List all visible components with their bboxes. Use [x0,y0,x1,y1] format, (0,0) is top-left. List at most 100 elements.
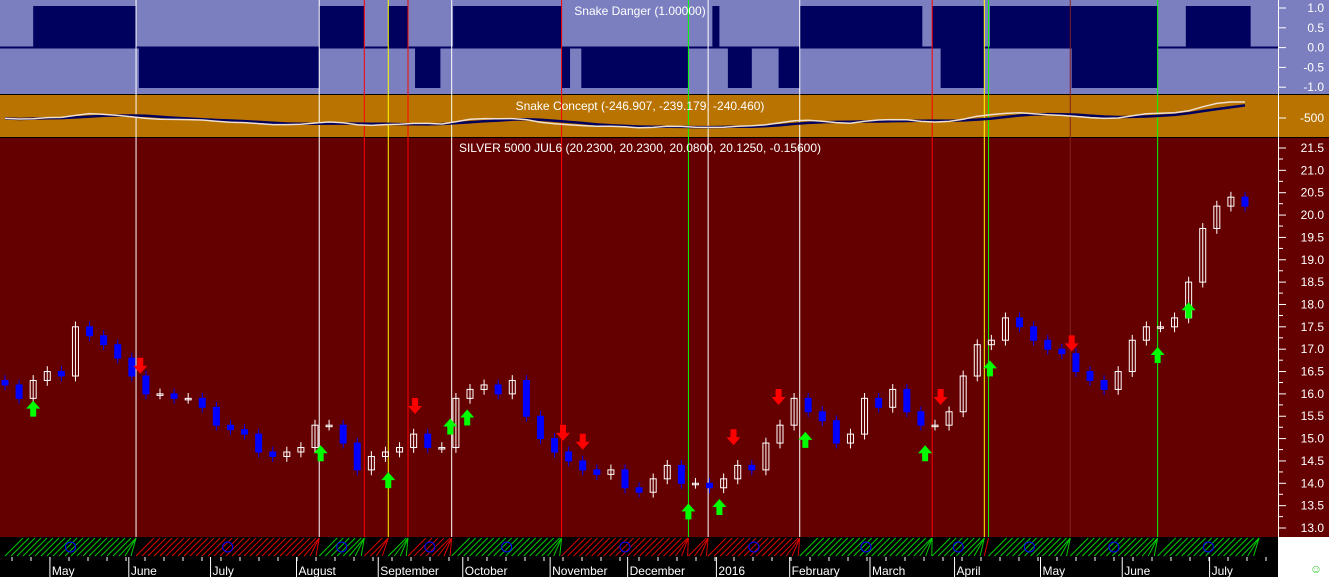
candle [480,384,488,390]
danger-axis-label: -0.5 [1303,60,1324,74]
danger-axis-label: 1.0 [1307,1,1324,15]
strip-marker-icon [424,541,436,553]
candle [1128,339,1136,373]
candle [635,487,643,493]
strip-hatch [303,537,320,557]
concept-axis-label: -500 [1300,111,1324,125]
strip-hatch [348,537,365,557]
candle [776,424,784,444]
strip-hatch [1129,537,1149,557]
strip-hatch [354,537,365,557]
strip-hatch [1081,537,1101,557]
strip-hatch [381,537,389,557]
strip-hatch [34,537,54,557]
strip-hatch [1163,537,1182,557]
strip-hatch [4,537,24,557]
strip-hatch [688,537,707,557]
candle [677,464,685,484]
candle [339,424,347,444]
strip-hatch [147,537,167,557]
candle [494,384,502,395]
strip-hatch [309,537,320,557]
candle [720,478,728,489]
strip-hatch [58,537,78,557]
danger-segment [415,48,441,88]
candle [522,379,530,417]
strip-hatch [937,537,957,557]
strip-hatch [627,537,646,557]
candle [1100,379,1108,390]
strip-hatch [183,537,203,557]
strip-hatch [1199,537,1218,557]
strip-hatch [419,537,439,557]
strip-hatch [1135,537,1155,557]
strip-hatch [841,537,861,557]
candle [57,371,65,377]
danger-axis-label: 0.0 [1307,41,1324,55]
candle [100,335,108,346]
buy-arrow-icon [1181,302,1196,319]
strip-hatch [112,537,132,557]
candle [945,411,953,426]
month-label: April [957,564,981,577]
strip-hatch [541,537,561,557]
strip-hatch [799,537,819,557]
candle [1016,317,1024,328]
price-axis-label: 20.0 [1301,208,1325,222]
candle [973,344,981,377]
strip-hatch [694,537,709,557]
strip-hatch [639,537,658,557]
strip-hatch [405,537,409,557]
strip-hatch [797,537,801,557]
strip-hatch [1012,537,1031,557]
strip-hatch [463,537,483,557]
candle [846,433,854,444]
strip-hatch [437,537,453,557]
candle [889,388,897,408]
strip-hatch [925,537,933,557]
strip-hatch [645,537,664,557]
concept-title: Snake Concept (-246.907, -239.179, -240.… [516,99,765,113]
strip-hatch [451,537,471,557]
strip-hatch [1247,537,1260,557]
strip-marker-icon [619,541,631,553]
candle [734,464,742,480]
strip-hatch [1181,537,1200,557]
candle [156,393,164,396]
candle [1156,326,1164,329]
buy-arrow-icon [982,360,997,377]
strip-hatch [1141,537,1159,557]
price-title: SILVER 5000 JUL6 (20.2300, 20.2300, 20.0… [459,141,821,155]
month-label: March [872,564,905,577]
price-axis-label: 17.5 [1301,320,1325,334]
candle [691,482,699,486]
strip-hatch [106,537,126,557]
strip-hatch [1105,537,1125,557]
danger-segment [989,6,1158,47]
price-axis-label: 19.0 [1301,253,1325,267]
strip-hatch [603,537,622,557]
candle [649,478,657,493]
strip-hatch [273,537,293,557]
candle [311,424,319,449]
strip-hatch [475,537,495,557]
strip-hatch [195,537,215,557]
price-axis-label: 17.0 [1301,342,1325,356]
strip-hatch [967,537,985,557]
strip-hatch [1036,537,1055,557]
strip-hatch [219,537,239,557]
candle [818,411,826,422]
strip-hatch [1030,537,1049,557]
strip-marker-icon [1202,541,1214,553]
danger-segment [932,6,985,47]
time-axis [0,557,1278,577]
candle [832,420,840,444]
price-axis-label: 15.0 [1301,432,1325,446]
strip-hatch [118,537,137,557]
strip-hatch [399,537,409,557]
price-axis-label: 16.0 [1301,387,1325,401]
strip-hatch [225,537,245,557]
strip-hatch [1241,537,1260,557]
strip-hatch [76,537,96,557]
